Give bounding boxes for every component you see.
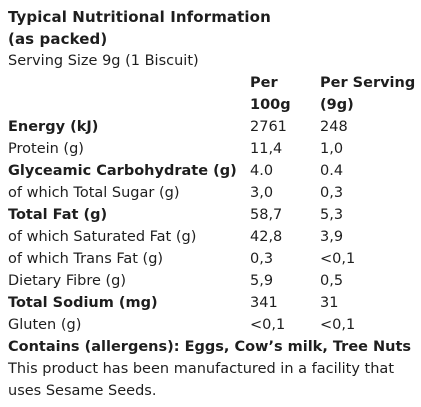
nutrient-per-serving: 31 <box>320 295 339 311</box>
nutrient-row-energy: Energy (kJ) 2761 248 <box>8 116 416 138</box>
nutrient-per-100g: 11,4 <box>250 141 283 157</box>
column-headers: Per 100g Per Serving (9g) <box>8 72 416 116</box>
nutrient-per-serving: 0,5 <box>320 273 344 289</box>
nutrient-name: Dietary Fibre (g) <box>8 273 127 289</box>
nutrient-per-100g: <0,1 <box>250 317 286 333</box>
nutrient-row-saturated-fat: of which Saturated Fat (g) 42,8 3,9 <box>8 226 416 248</box>
nutrient-per-100g: 2761 <box>250 119 287 135</box>
title-line-2: (as packed) <box>8 30 108 48</box>
nutrient-row-total-sugar: of which Total Sugar (g) 3,0 0,3 <box>8 182 416 204</box>
nutrient-per-serving: <0,1 <box>320 251 356 267</box>
nutrition-panel: Typical Nutritional Information (as pack… <box>8 6 416 402</box>
per-100g-header: Per 100g <box>250 72 291 116</box>
nutrient-name: Total Fat (g) <box>8 207 108 223</box>
per-serving-header-line-1: Per Serving <box>320 75 416 91</box>
nutrient-name: Energy (kJ) <box>8 119 99 135</box>
nutrient-per-100g: 42,8 <box>250 229 283 245</box>
nutrient-row-total-sodium: Total Sodium (mg) 341 31 <box>8 292 416 314</box>
nutrient-per-100g: 58,7 <box>250 207 283 223</box>
per-serving-header: Per Serving (9g) <box>320 72 415 116</box>
nutrient-per-serving: <0,1 <box>320 317 356 333</box>
nutrient-per-100g: 4.0 <box>250 163 274 179</box>
nutrient-name: of which Saturated Fat (g) <box>8 229 197 245</box>
nutrient-row-carbohydrate: Glyceamic Carbohydrate (g) 4.0 0.4 <box>8 160 416 182</box>
nutrient-name: Total Sodium (mg) <box>8 295 158 311</box>
per-100g-header-line-2: 100g <box>250 97 291 113</box>
per-serving-header-line-2: (9g) <box>320 97 354 113</box>
nutrient-per-serving: 248 <box>320 119 348 135</box>
nutrient-per-100g: 3,0 <box>250 185 274 201</box>
nutrient-per-100g: 0,3 <box>250 251 274 267</box>
allergen-statement: Contains (allergens): Eggs, Cow’s milk, … <box>8 339 412 355</box>
nutrient-name: Protein (g) <box>8 141 84 157</box>
nutrient-name: Glyceamic Carbohydrate (g) <box>8 163 237 179</box>
nutrient-name: Gluten (g) <box>8 317 82 333</box>
nutrient-per-serving: 5,3 <box>320 207 344 223</box>
nutrient-per-serving: 1,0 <box>320 141 344 157</box>
nutrient-row-trans-fat: of which Trans Fat (g) 0,3 <0,1 <box>8 248 416 270</box>
nutrient-row-protein: Protein (g) 11,4 1,0 <box>8 138 416 160</box>
serving-size: Serving Size 9g (1 Biscuit) <box>8 53 199 69</box>
nutrient-per-serving: 0,3 <box>320 185 344 201</box>
nutrient-name: of which Trans Fat (g) <box>8 251 164 267</box>
nutrient-row-gluten: Gluten (g) <0,1 <0,1 <box>8 314 416 336</box>
nutrient-per-100g: 5,9 <box>250 273 274 289</box>
nutrient-per-100g: 341 <box>250 295 278 311</box>
nutrient-per-serving: 0.4 <box>320 163 344 179</box>
nutrient-row-total-fat: Total Fat (g) 58,7 5,3 <box>8 204 416 226</box>
nutrient-name: of which Total Sugar (g) <box>8 185 180 201</box>
facility-note: This product has been manufactured in a … <box>8 361 394 399</box>
title-line-1: Typical Nutritional Information <box>8 8 271 26</box>
nutrient-row-dietary-fibre: Dietary Fibre (g) 5,9 0,5 <box>8 270 416 292</box>
nutrient-per-serving: 3,9 <box>320 229 344 245</box>
per-100g-header-line-1: Per <box>250 75 278 91</box>
